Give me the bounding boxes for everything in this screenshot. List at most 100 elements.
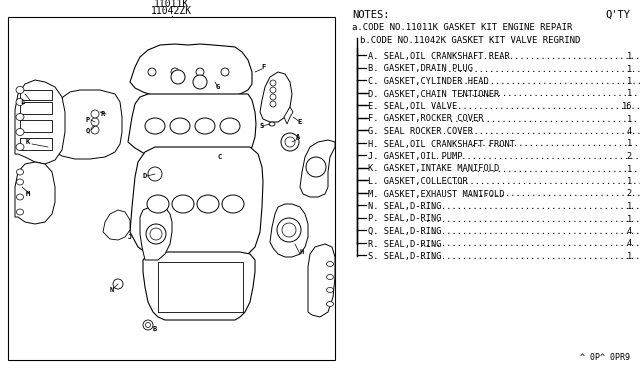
Ellipse shape xyxy=(147,195,169,213)
Text: 11042ZK: 11042ZK xyxy=(151,6,192,16)
Text: F: F xyxy=(261,64,265,70)
Text: D: D xyxy=(143,173,147,179)
Circle shape xyxy=(171,68,179,76)
Circle shape xyxy=(148,167,162,181)
Text: ...........................................: ........................................… xyxy=(460,164,640,173)
Text: b.CODE NO.11042K GASKET KIT VALVE REGRIND: b.CODE NO.11042K GASKET KIT VALVE REGRIN… xyxy=(360,36,580,45)
Ellipse shape xyxy=(269,122,275,126)
Text: E. SEAL,OIL VALVE: E. SEAL,OIL VALVE xyxy=(368,102,457,111)
Text: 1: 1 xyxy=(627,202,632,211)
Polygon shape xyxy=(130,147,263,257)
Text: K. GASKET,INTAKE MANIFOLD: K. GASKET,INTAKE MANIFOLD xyxy=(368,164,499,173)
Text: ................................................: ........................................… xyxy=(442,64,640,74)
Circle shape xyxy=(146,224,166,244)
Text: R: R xyxy=(101,111,105,117)
Text: G: G xyxy=(216,84,220,90)
Ellipse shape xyxy=(220,118,240,134)
Circle shape xyxy=(113,279,123,289)
Polygon shape xyxy=(20,102,52,114)
Text: S: S xyxy=(260,123,264,129)
Text: ........................................: ........................................ xyxy=(470,140,640,148)
Text: K: K xyxy=(26,139,30,145)
Polygon shape xyxy=(20,120,52,132)
Text: A. SEAL,OIL CRANKSHAFT REAR: A. SEAL,OIL CRANKSHAFT REAR xyxy=(368,52,509,61)
Polygon shape xyxy=(50,90,122,159)
Text: ^ 0P^ 0PR9: ^ 0P^ 0PR9 xyxy=(580,353,630,362)
Text: 1: 1 xyxy=(627,215,632,224)
Text: NOTES:: NOTES: xyxy=(352,10,390,20)
Text: E: E xyxy=(298,119,302,125)
Text: ...................................................: ........................................… xyxy=(431,102,640,111)
Text: .........................................: ........................................… xyxy=(467,52,640,61)
Ellipse shape xyxy=(17,194,24,200)
Text: C: C xyxy=(218,154,222,160)
Polygon shape xyxy=(143,252,255,320)
Text: R. SEAL,D-RING: R. SEAL,D-RING xyxy=(368,240,442,248)
Text: 1: 1 xyxy=(627,164,632,173)
Ellipse shape xyxy=(16,113,24,121)
Ellipse shape xyxy=(16,144,24,151)
Ellipse shape xyxy=(17,169,24,175)
Circle shape xyxy=(145,323,150,327)
Text: .............................................: ........................................… xyxy=(452,77,640,86)
Text: ..................................................: ........................................… xyxy=(435,152,640,161)
Ellipse shape xyxy=(170,118,190,134)
Text: ......................................................: ........................................… xyxy=(420,252,640,261)
Ellipse shape xyxy=(222,195,244,213)
Circle shape xyxy=(221,68,229,76)
Text: 4: 4 xyxy=(627,240,632,248)
Text: 4: 4 xyxy=(627,227,632,236)
Ellipse shape xyxy=(17,179,24,185)
Text: D. GASKET,CHAIN TENTIONER: D. GASKET,CHAIN TENTIONER xyxy=(368,90,499,99)
Text: L. GASKET,COLLECTOR: L. GASKET,COLLECTOR xyxy=(368,177,468,186)
Circle shape xyxy=(148,68,156,76)
Circle shape xyxy=(270,101,276,107)
Text: Q'TY: Q'TY xyxy=(605,10,630,20)
Text: 11011K: 11011K xyxy=(154,0,189,9)
Circle shape xyxy=(193,75,207,89)
Ellipse shape xyxy=(326,262,333,266)
Text: M: M xyxy=(26,191,30,197)
Text: 1: 1 xyxy=(627,177,632,186)
Ellipse shape xyxy=(16,99,24,106)
Text: 1: 1 xyxy=(627,140,632,148)
Circle shape xyxy=(143,320,153,330)
Circle shape xyxy=(277,218,301,242)
Circle shape xyxy=(171,70,185,84)
Ellipse shape xyxy=(326,301,333,307)
Polygon shape xyxy=(140,207,172,260)
Polygon shape xyxy=(20,90,52,100)
Text: 16: 16 xyxy=(621,102,632,111)
Text: Q: Q xyxy=(86,127,90,133)
Ellipse shape xyxy=(17,209,24,215)
Text: 1: 1 xyxy=(627,90,632,99)
Text: ......................................................: ........................................… xyxy=(420,240,640,248)
Text: 2: 2 xyxy=(627,189,632,199)
Text: 1: 1 xyxy=(627,52,632,61)
Polygon shape xyxy=(15,162,55,224)
Text: G. SEAL ROCKER COVER: G. SEAL ROCKER COVER xyxy=(368,127,473,136)
Text: M. GASKET,EXHAUST MANIFOLD: M. GASKET,EXHAUST MANIFOLD xyxy=(368,189,504,199)
Text: H. SEAL,OIL CRANKSHAFT FRONT: H. SEAL,OIL CRANKSHAFT FRONT xyxy=(368,140,515,148)
Text: F. GASKET,ROCKER COVER: F. GASKET,ROCKER COVER xyxy=(368,115,483,124)
Ellipse shape xyxy=(326,288,333,292)
Ellipse shape xyxy=(195,118,215,134)
Text: P. SEAL,D-RING: P. SEAL,D-RING xyxy=(368,215,442,224)
Text: J. GASKET,OIL PUMP: J. GASKET,OIL PUMP xyxy=(368,152,463,161)
Text: ................................................: ........................................… xyxy=(442,127,640,136)
Ellipse shape xyxy=(326,275,333,279)
Text: .................................................: ........................................… xyxy=(438,177,640,186)
Text: N. SEAL,D-RING: N. SEAL,D-RING xyxy=(368,202,442,211)
Circle shape xyxy=(196,68,204,76)
Text: ...........................................: ........................................… xyxy=(460,90,640,99)
Circle shape xyxy=(281,133,299,151)
Polygon shape xyxy=(284,107,293,124)
Text: H: H xyxy=(300,249,304,255)
Text: B. GASKET,DRAIN PLUG: B. GASKET,DRAIN PLUG xyxy=(368,64,473,74)
Circle shape xyxy=(306,157,326,177)
Text: ..............................................: ........................................… xyxy=(449,115,640,124)
Text: 2: 2 xyxy=(627,152,632,161)
Polygon shape xyxy=(128,94,256,159)
Text: C. GASKET,CYLINDER HEAD: C. GASKET,CYLINDER HEAD xyxy=(368,77,489,86)
Text: ..........................................: ........................................… xyxy=(463,189,640,199)
